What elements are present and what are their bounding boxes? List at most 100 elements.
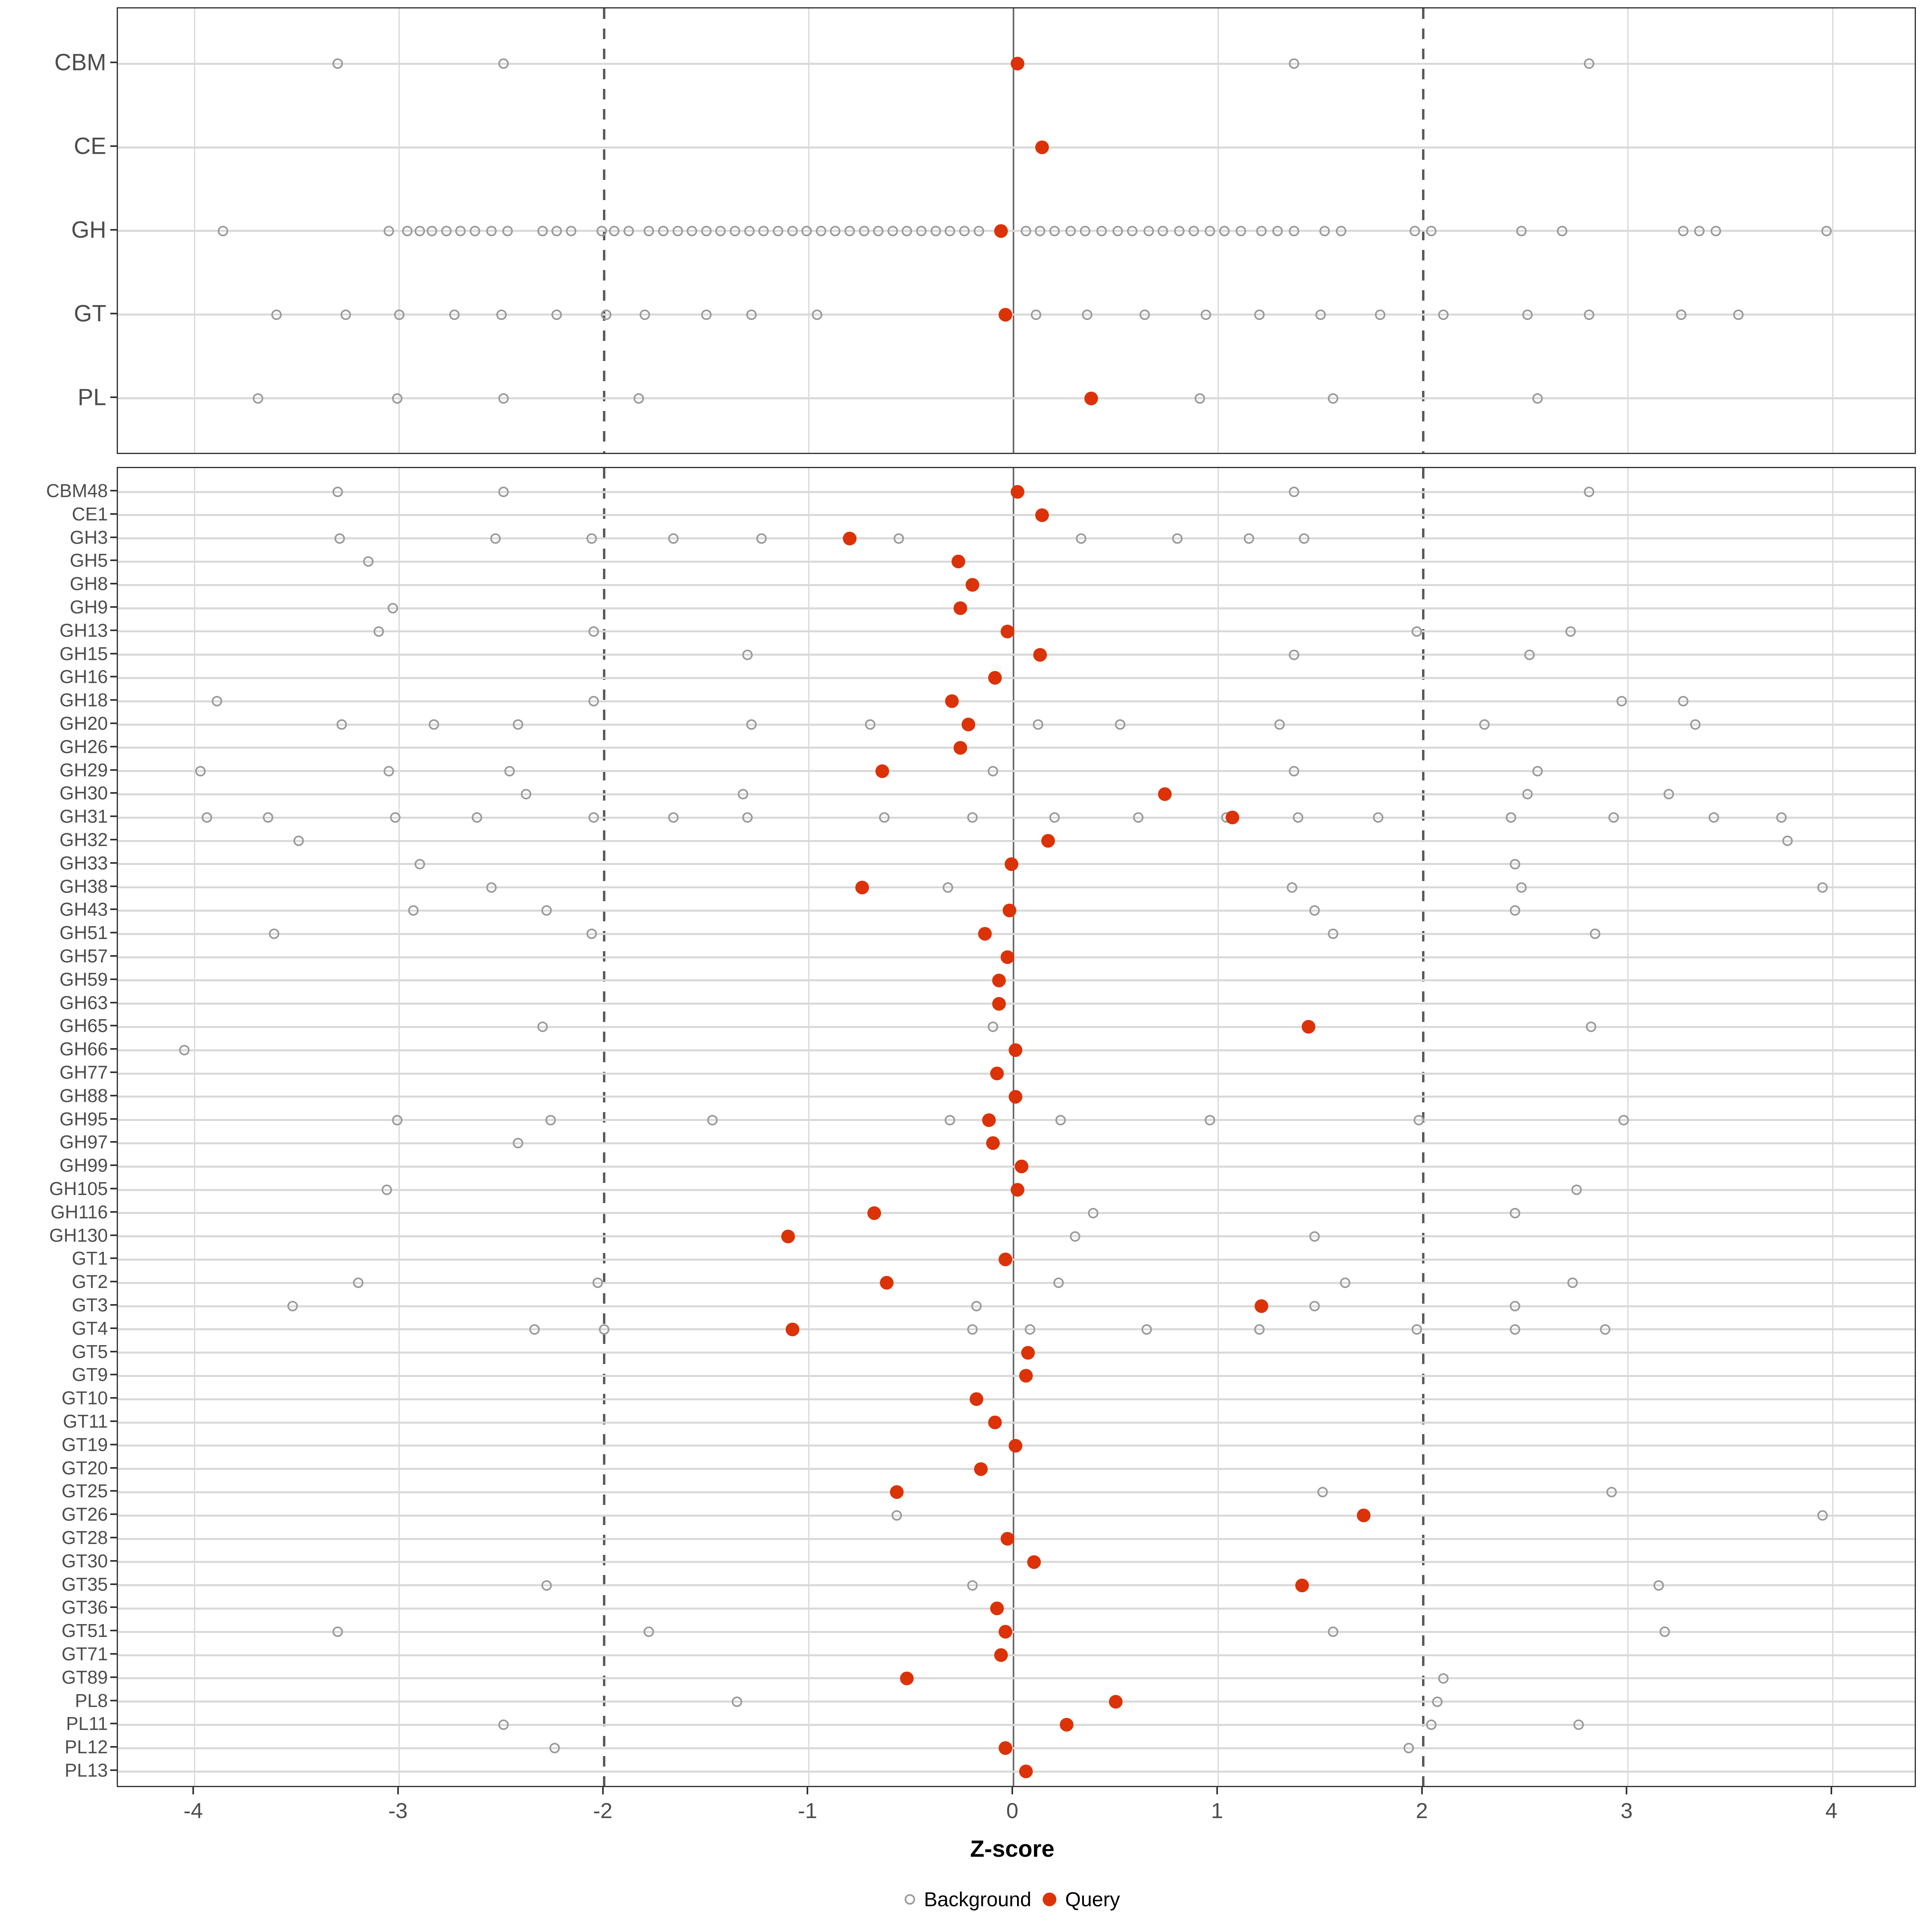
- background-point: [1127, 225, 1138, 236]
- y-axis-label-gh15: GH15: [59, 643, 108, 664]
- background-point: [1606, 1487, 1617, 1498]
- y-axis-tick: [110, 1537, 117, 1538]
- y-axis-label-gh16: GH16: [59, 666, 108, 687]
- background-point: [1506, 812, 1517, 823]
- background-point: [472, 812, 483, 823]
- background-point: [1082, 309, 1093, 320]
- y-axis-tick: [110, 1723, 117, 1725]
- background-point: [1776, 812, 1787, 823]
- background-point: [496, 309, 507, 320]
- background-point: [1510, 1208, 1521, 1218]
- background-point: [551, 309, 562, 320]
- query-point: [1109, 1695, 1123, 1709]
- y-axis-label-gh13: GH13: [59, 619, 108, 641]
- background-point: [943, 882, 954, 893]
- background-point: [1414, 1115, 1424, 1125]
- legend-item-query[interactable]: Query: [1042, 1888, 1120, 1911]
- background-point: [1254, 1324, 1265, 1335]
- query-point: [1301, 1020, 1315, 1034]
- background-point: [715, 225, 726, 236]
- y-axis-tick: [110, 1327, 117, 1329]
- x-axis-tick-label: 4: [1825, 1799, 1838, 1823]
- y-axis-label-pl13: PL13: [64, 1760, 108, 1781]
- y-gridline: [118, 1119, 1915, 1121]
- background-point: [1254, 309, 1265, 320]
- y-gridline: [118, 1072, 1915, 1075]
- y-axis-label-gt26: GT26: [61, 1504, 108, 1525]
- x-gridline: [194, 468, 195, 1786]
- background-point: [271, 309, 282, 320]
- query-point: [1000, 624, 1014, 638]
- background-point: [490, 533, 501, 544]
- y-gridline: [118, 770, 1915, 772]
- background-point: [566, 225, 577, 236]
- legend-item-background[interactable]: Background: [904, 1888, 1031, 1911]
- y-axis-label-gh33: GH33: [59, 852, 108, 873]
- y-gridline: [118, 1026, 1915, 1028]
- query-point: [994, 224, 1008, 238]
- background-point: [502, 225, 513, 236]
- query-point: [1004, 857, 1018, 871]
- y-gridline: [118, 816, 1915, 819]
- y-axis-tick: [110, 1025, 117, 1027]
- y-axis-label-gh5: GH5: [70, 550, 108, 571]
- query-point: [970, 1392, 984, 1406]
- query-point: [951, 555, 965, 569]
- background-point: [1516, 225, 1527, 236]
- y-axis-label-gt25: GT25: [61, 1480, 108, 1502]
- y-axis-tick: [110, 1350, 117, 1352]
- query-point: [1295, 1578, 1309, 1592]
- query-point: [998, 1625, 1012, 1639]
- y-gridline: [118, 230, 1915, 232]
- query-point: [1084, 391, 1098, 405]
- background-point: [1524, 649, 1535, 660]
- background-point: [1080, 225, 1091, 236]
- y-gridline: [118, 747, 1915, 749]
- background-point: [1053, 1278, 1064, 1288]
- y-axis-tick: [110, 932, 117, 934]
- background-point: [1274, 719, 1285, 730]
- y-gridline: [118, 1375, 1915, 1377]
- x-axis-tick-label: 0: [1006, 1799, 1019, 1823]
- y-gridline: [118, 1561, 1915, 1563]
- background-point: [1583, 487, 1594, 497]
- background-point: [1532, 766, 1543, 776]
- background-point: [1327, 1627, 1338, 1637]
- query-point: [1035, 140, 1049, 155]
- x-axis-tick-label: 2: [1416, 1799, 1428, 1823]
- background-point: [341, 309, 351, 320]
- x-gridline: [1627, 468, 1629, 1786]
- background-point: [1315, 309, 1326, 320]
- background-point: [498, 487, 509, 497]
- x-axis-tick: [192, 1787, 194, 1794]
- y-axis-tick: [110, 885, 117, 887]
- y-axis-tick: [110, 1118, 117, 1120]
- background-point: [1319, 225, 1330, 236]
- background-point: [758, 225, 769, 236]
- y-axis-label-gt89: GT89: [61, 1666, 108, 1688]
- y-gridline: [118, 1258, 1915, 1261]
- background-point: [1201, 309, 1212, 320]
- y-axis-tick: [110, 978, 117, 980]
- y-gridline: [118, 1491, 1915, 1493]
- background-point: [1244, 533, 1255, 544]
- x-axis-tick-label: -1: [798, 1799, 817, 1823]
- background-point: [1412, 626, 1422, 637]
- y-axis-tick: [110, 1188, 117, 1189]
- query-point: [1000, 1532, 1014, 1546]
- background-point: [1143, 225, 1154, 236]
- x-axis-tick-label: -3: [388, 1799, 408, 1823]
- background-point: [1516, 882, 1527, 893]
- x-gridline: [1832, 468, 1833, 1786]
- background-point: [1678, 696, 1688, 707]
- query-point: [998, 308, 1012, 322]
- background-point: [967, 1580, 978, 1591]
- query-point: [986, 1136, 1000, 1150]
- y-axis-label-gh18: GH18: [59, 689, 108, 711]
- background-point: [195, 766, 206, 776]
- y-axis-tick: [110, 745, 117, 747]
- y-axis-label-gh31: GH31: [59, 806, 108, 827]
- background-point: [1733, 309, 1744, 320]
- y-gridline: [118, 1607, 1915, 1610]
